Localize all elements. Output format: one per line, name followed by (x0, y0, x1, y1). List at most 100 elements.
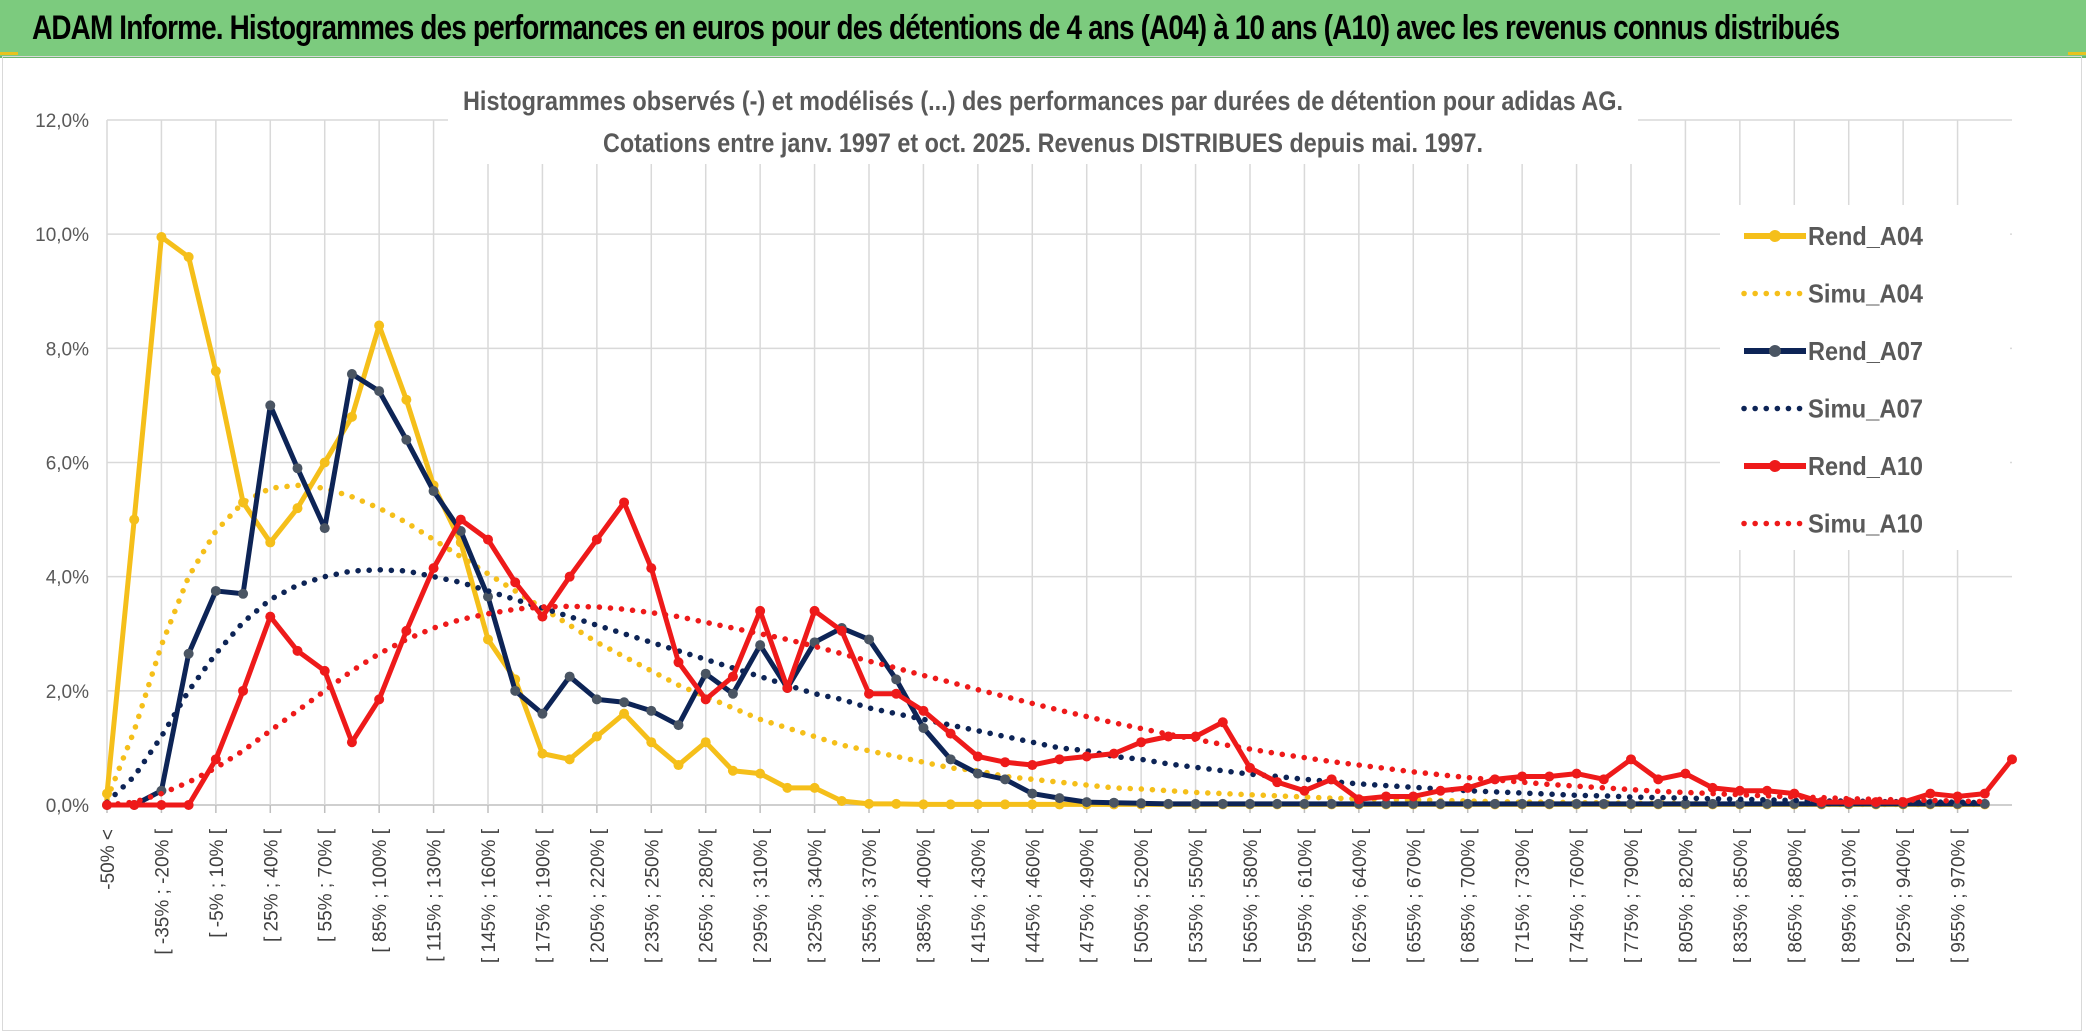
x-tick-label: [ 25% ; 40% [ (261, 828, 282, 942)
x-tick-label: [ 715% ; 730% [ (1513, 828, 1534, 963)
data-point (591, 694, 602, 705)
data-point (1680, 798, 1691, 809)
data-point (1136, 798, 1147, 809)
x-tick-label: [ 355% ; 370% [ (860, 828, 881, 963)
legend-item-Rend_A10: Rend_A10 (1744, 451, 1923, 481)
y-tick-label: 0,0% (46, 796, 89, 817)
data-point (374, 386, 385, 397)
data-point (319, 523, 330, 534)
legend-item-Simu_A04: Simu_A04 (1741, 279, 1923, 309)
data-point (1217, 798, 1228, 809)
data-point (537, 748, 548, 759)
series-Simu_A04 (104, 482, 1988, 808)
data-point (1272, 777, 1283, 788)
data-point (401, 434, 412, 445)
series-line-Simu_A10 (104, 603, 1988, 808)
data-point (1598, 774, 1609, 785)
x-tick-label: [ 115% ; 130% [ (425, 828, 446, 961)
chart-frame (2, 56, 2082, 1031)
x-tick-label: -50% < (98, 829, 119, 890)
data-point (918, 722, 929, 733)
data-point (782, 782, 793, 793)
legend-marker (1769, 460, 1781, 472)
data-point (918, 705, 929, 716)
series-line-Rend_A04 (104, 234, 1985, 807)
data-point (292, 645, 303, 656)
x-tick-label: [ 895% ; 910% [ (1840, 828, 1861, 963)
data-point (455, 514, 466, 525)
y-tick-label: 2,0% (46, 682, 89, 703)
data-point (292, 463, 303, 474)
data-point (238, 588, 249, 599)
data-point (210, 585, 221, 596)
x-tick-label: [ 595% ; 610% [ (1295, 828, 1316, 963)
data-point (755, 640, 766, 651)
data-point (1081, 751, 1092, 762)
data-point (1027, 788, 1038, 799)
series-line-Simu_A07 (104, 567, 1988, 806)
x-tick-label: [ 475% ; 490% [ (1078, 828, 1099, 963)
data-point (346, 411, 357, 422)
data-point (265, 611, 276, 622)
series-Simu_A10 (104, 603, 1988, 808)
data-point (319, 665, 330, 676)
y-tick-label: 4,0% (46, 568, 89, 589)
data-point (673, 720, 684, 731)
y-tick-label: 8,0% (46, 339, 89, 360)
data-point (1571, 798, 1582, 809)
x-tick-label: [ 295% ; 310% [ (751, 828, 772, 963)
data-point (1381, 798, 1392, 809)
data-point (1408, 791, 1419, 802)
legend-label: Simu_A04 (1808, 279, 1923, 309)
data-point (1544, 771, 1555, 782)
x-tick-label: [ 415% ; 430% [ (969, 828, 990, 963)
data-point (1408, 798, 1419, 809)
data-point (591, 534, 602, 545)
data-point (510, 577, 521, 588)
data-point (945, 728, 956, 739)
data-point (1571, 768, 1582, 779)
data-point (1952, 791, 1963, 802)
data-point (1489, 798, 1500, 809)
x-tick-label: [ 745% ; 760% [ (1568, 828, 1589, 963)
data-point (265, 400, 276, 411)
data-point (1326, 774, 1337, 785)
data-point (1462, 782, 1473, 793)
x-tick-label: [ 325% ; 340% [ (806, 828, 827, 963)
data-point (1054, 754, 1065, 765)
title-banner: ADAM Informe. Histogrammes des performan… (0, 0, 2086, 58)
legend-item-Simu_A07: Simu_A07 (1741, 394, 1923, 424)
data-point (2007, 754, 2017, 765)
report-title: ADAM Informe. Histogrammes des performan… (32, 9, 1840, 47)
data-point (1680, 768, 1691, 779)
data-point (401, 394, 412, 405)
series-Simu_A07 (104, 567, 1988, 806)
data-point (891, 798, 902, 809)
y-tick-label: 12,0% (35, 111, 89, 132)
data-point (564, 571, 575, 582)
x-tick-label: [ 205% ; 220% [ (588, 828, 609, 963)
data-point (945, 799, 956, 810)
data-point (1544, 798, 1555, 809)
data-point (374, 320, 385, 331)
data-point (1108, 797, 1119, 808)
data-point (646, 705, 657, 716)
x-tick-label: [ -5% ; 10% [ (207, 828, 228, 937)
legend-item-Rend_A04: Rend_A04 (1744, 221, 1923, 251)
data-point (619, 497, 630, 508)
legend-label: Rend_A07 (1808, 336, 1923, 366)
x-tick-label: [ -35% ; -20% [ (152, 828, 173, 954)
x-tick-label: [ 565% ; 580% [ (1241, 828, 1262, 963)
data-point (1000, 799, 1011, 810)
data-point (1081, 797, 1092, 808)
data-point (238, 685, 249, 696)
data-point (183, 648, 194, 659)
x-axis-ticks: -50% < [ -35% ; -20% [ [ -5% ; 10% [ [ 25% … (98, 828, 1970, 963)
data-point (210, 366, 221, 377)
y-axis-ticks: 0,0% 2,0% 4,0% 6,0% 8,0% 10,0% 12,0% (35, 111, 89, 817)
series-line-Simu_A04 (104, 482, 1988, 808)
data-point (864, 688, 874, 699)
data-point (673, 657, 684, 668)
data-point (183, 252, 194, 262)
data-point (972, 751, 983, 762)
